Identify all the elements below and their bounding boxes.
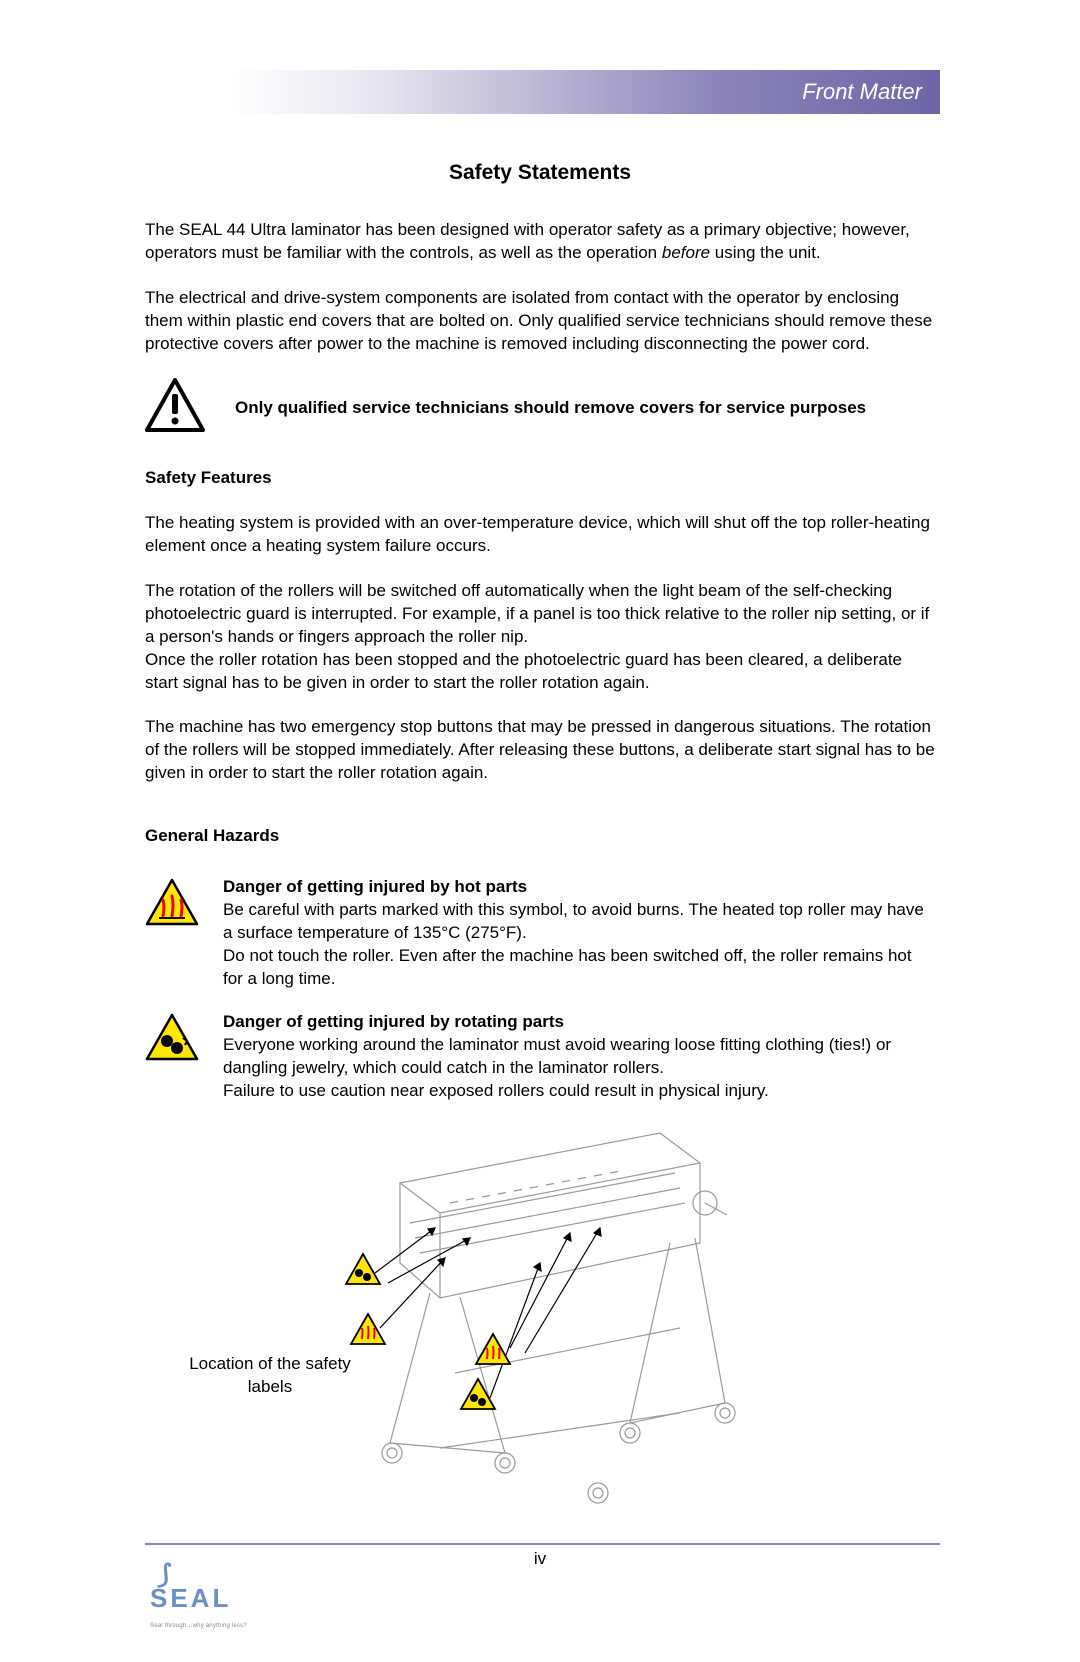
section-title: Safety Statements (145, 159, 935, 187)
intro-paragraph-1: The SEAL 44 Ultra laminator has been des… (145, 219, 935, 265)
hazard-hot-body: Be careful with parts marked with this s… (223, 899, 935, 991)
hazard-hot-title: Danger of getting injured by hot parts (223, 876, 935, 899)
hazard-rotating-body: Everyone working around the laminator mu… (223, 1034, 935, 1103)
footer-divider (145, 1543, 940, 1545)
content-body: Safety Statements The SEAL 44 Ultra lami… (0, 114, 1080, 1523)
hazard-rotating: Danger of getting injured by rotating pa… (145, 1011, 935, 1103)
general-hazards-heading: General Hazards (145, 825, 935, 848)
logo-tagline: Seal through…why anything less? (150, 1623, 247, 1629)
sf-paragraph-1: The heating system is provided with an o… (145, 512, 935, 558)
intro-p1-b: using the unit. (710, 243, 821, 262)
machine-diagram: Location of the safety labels (280, 1123, 800, 1523)
warning-icon (145, 378, 205, 439)
warning-text: Only qualified service technicians shoul… (235, 397, 866, 420)
safety-features-heading: Safety Features (145, 467, 935, 490)
header-bar: Front Matter (230, 70, 940, 114)
sf-paragraph-2: The rotation of the rollers will be swit… (145, 580, 935, 695)
warning-callout: Only qualified service technicians shoul… (145, 378, 935, 439)
diagram-caption: Location of the safety labels (180, 1353, 360, 1399)
logo-name: SEAL (150, 1583, 231, 1613)
intro-paragraph-2: The electrical and drive-system componen… (145, 287, 935, 356)
rotating-parts-icon (145, 1046, 199, 1065)
logo-swoosh-icon: ⟆ (158, 1565, 1080, 1583)
sf-paragraph-3: The machine has two emergency stop butto… (145, 716, 935, 785)
brand-logo: ⟆ SEAL Seal through…why anything less? (150, 1565, 1080, 1632)
hazard-rotating-title: Danger of getting injured by rotating pa… (223, 1011, 935, 1034)
intro-p1-em: before (662, 243, 710, 262)
header-title: Front Matter (802, 79, 922, 105)
hot-surface-icon (145, 911, 199, 930)
hazard-hot: Danger of getting injured by hot parts B… (145, 876, 935, 991)
